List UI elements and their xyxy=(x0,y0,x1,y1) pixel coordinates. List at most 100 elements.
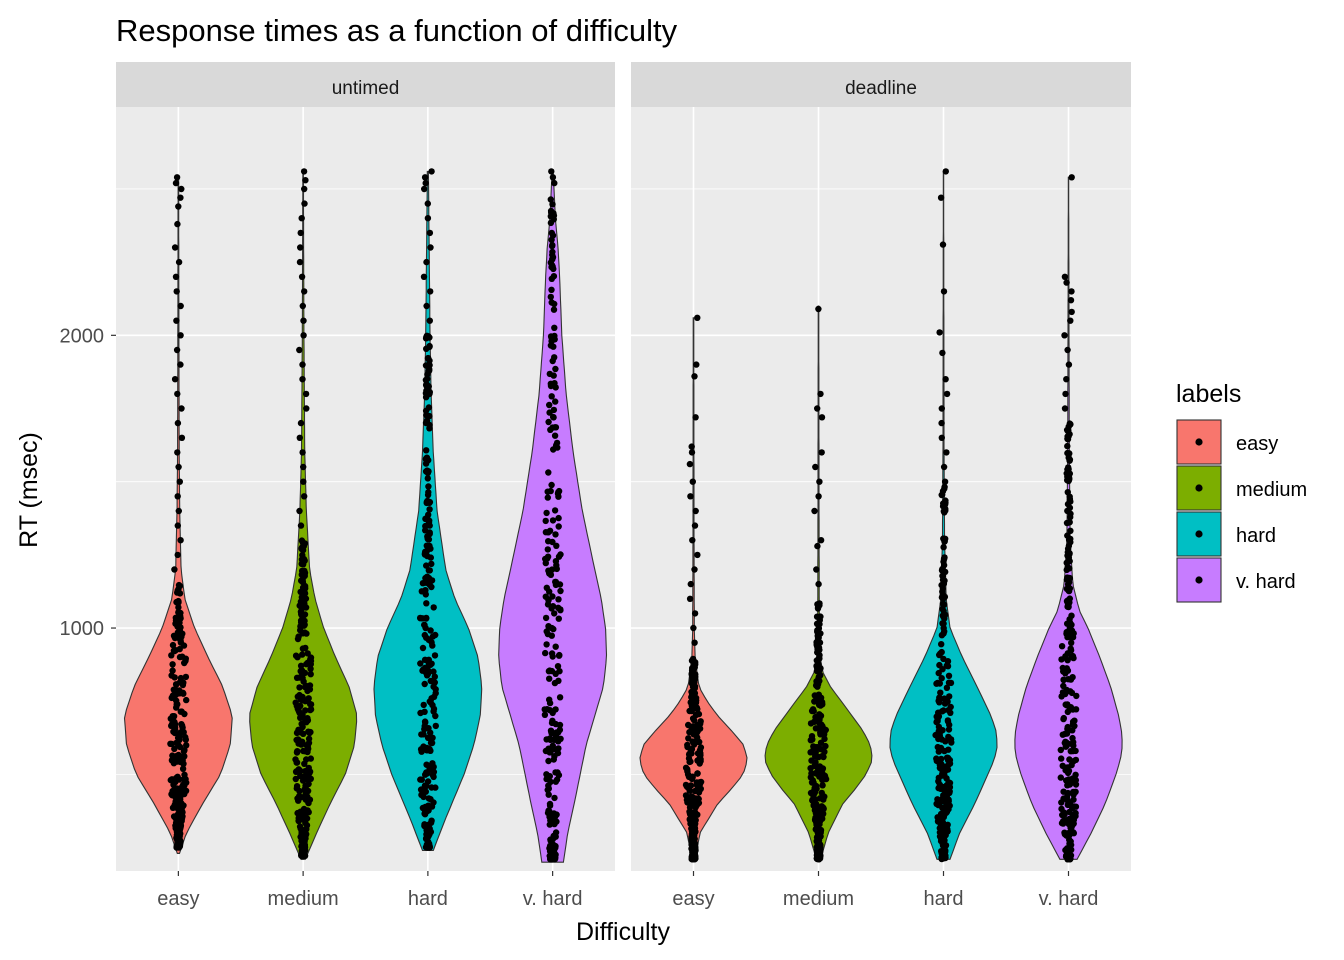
data-point xyxy=(299,546,307,554)
data-point xyxy=(551,354,558,361)
data-point xyxy=(292,775,299,783)
data-point xyxy=(814,683,821,690)
data-point xyxy=(685,721,692,729)
outlier-point xyxy=(296,507,303,515)
data-point xyxy=(172,778,179,785)
outlier-point xyxy=(172,273,180,280)
data-point xyxy=(293,759,301,766)
data-point xyxy=(1062,767,1069,774)
data-point xyxy=(543,771,550,778)
data-point xyxy=(169,804,177,811)
data-point xyxy=(175,822,182,829)
data-point xyxy=(296,787,303,795)
outlier-point xyxy=(427,244,434,251)
data-point xyxy=(545,791,552,798)
data-point xyxy=(299,720,306,728)
outlier-point xyxy=(176,478,183,485)
outlier-point xyxy=(300,317,307,324)
data-point xyxy=(1068,639,1075,646)
data-point xyxy=(426,425,433,432)
data-point xyxy=(1063,665,1071,672)
data-point xyxy=(553,542,560,549)
data-point xyxy=(555,677,562,684)
data-point xyxy=(426,844,433,851)
data-point xyxy=(431,673,438,680)
data-point xyxy=(819,815,826,822)
legend-label-easy: easy xyxy=(1236,433,1278,455)
outlier-point xyxy=(302,390,310,398)
strip-untimed xyxy=(116,62,615,107)
data-point xyxy=(815,691,822,698)
data-point xyxy=(422,419,430,427)
data-point xyxy=(816,716,823,723)
outlier-point xyxy=(174,493,181,500)
outlier-point xyxy=(171,566,178,573)
data-point xyxy=(552,531,559,538)
data-point xyxy=(168,672,175,679)
data-point xyxy=(545,469,552,476)
outlier-point xyxy=(693,361,700,368)
data-point xyxy=(548,667,556,675)
data-point xyxy=(303,787,310,794)
data-point xyxy=(541,706,548,713)
outlier-point xyxy=(171,244,179,251)
data-point xyxy=(696,738,703,746)
outlier-point xyxy=(937,194,945,201)
data-point xyxy=(302,644,309,652)
data-point xyxy=(545,418,552,426)
outlier-point xyxy=(178,434,186,441)
data-point xyxy=(1067,527,1074,534)
x-tick-label-v-hard: v. hard xyxy=(523,888,583,910)
y-axis: 2000 1000 xyxy=(60,325,116,640)
outlier-point xyxy=(818,414,826,421)
data-point xyxy=(299,815,306,822)
outlier-point xyxy=(300,168,308,175)
data-point xyxy=(1057,746,1065,754)
data-point xyxy=(549,263,556,270)
data-point xyxy=(945,746,952,753)
data-point xyxy=(689,738,696,745)
data-point xyxy=(550,210,557,217)
data-point xyxy=(816,677,823,685)
outlier-point xyxy=(421,174,429,181)
points-deadline-medium xyxy=(807,305,830,863)
data-point xyxy=(419,644,427,652)
data-point xyxy=(941,577,948,584)
data-point xyxy=(548,855,555,863)
data-point xyxy=(553,565,560,572)
data-point xyxy=(692,711,700,719)
x-axis: easy medium hard v. hard easy medium hard v. ha… xyxy=(157,871,1098,910)
data-point xyxy=(943,808,951,815)
data-point xyxy=(693,782,701,789)
outlier-point xyxy=(422,179,429,187)
data-point xyxy=(943,684,951,691)
outlier-point xyxy=(178,405,185,412)
data-point xyxy=(179,765,187,772)
data-point xyxy=(176,582,184,590)
x-tick-label-hard: hard xyxy=(923,888,963,910)
data-point xyxy=(810,801,817,809)
data-point xyxy=(425,519,433,526)
data-point xyxy=(174,629,182,636)
data-point xyxy=(417,709,424,717)
data-point xyxy=(549,603,557,610)
data-point xyxy=(944,658,952,665)
data-point xyxy=(944,663,952,670)
outlier-point xyxy=(688,449,696,456)
outlier-point xyxy=(175,203,182,210)
outlier-point xyxy=(175,463,182,471)
data-point xyxy=(417,776,424,783)
facet-panels: untimed deadline xyxy=(116,62,1131,871)
data-point xyxy=(549,517,557,524)
data-point xyxy=(548,334,555,341)
data-point xyxy=(428,560,435,568)
data-point xyxy=(1065,851,1072,859)
outlier-point xyxy=(171,376,179,383)
data-point xyxy=(175,793,182,800)
data-point xyxy=(557,587,564,595)
points-untimed-medium xyxy=(292,168,315,860)
data-point xyxy=(935,748,942,755)
data-point xyxy=(1061,831,1069,838)
data-point xyxy=(422,587,429,594)
